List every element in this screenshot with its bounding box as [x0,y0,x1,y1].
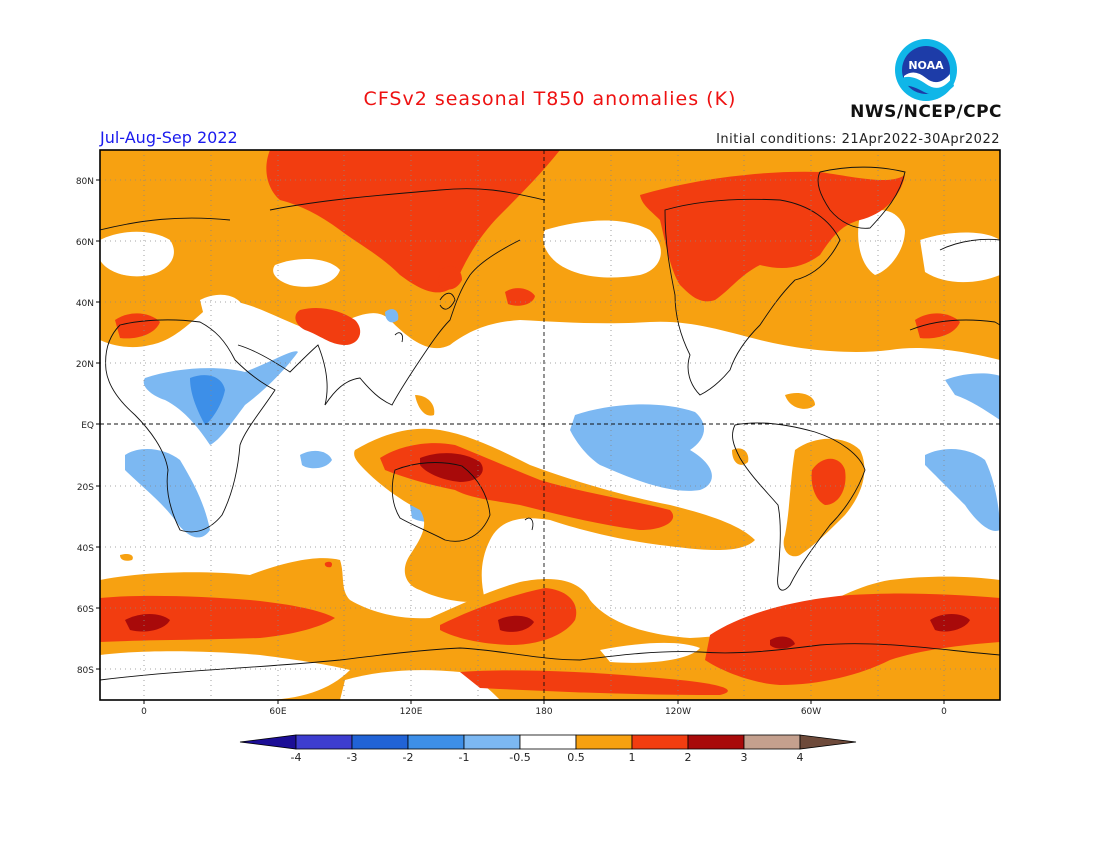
colorbar-swatch [743,734,801,750]
colorbar-swatch [519,734,577,750]
organization-label: NWS/NCEP/CPC [850,102,1002,122]
map-field [100,150,1000,700]
lon-label: 180 [535,707,552,717]
lat-label: 20N [76,360,94,370]
map-frame [99,149,1001,701]
svg-text:NOAA: NOAA [908,59,944,72]
map-title: CFSv2 seasonal T850 anomalies (K) [363,88,737,110]
colorbar-label: 4 [797,751,804,764]
lon-label: 0 [141,707,147,717]
lon-label: 60W [801,707,821,717]
colorbar-swatch [351,734,409,750]
colorbar-label: 0.5 [567,751,585,764]
lon-label: 120E [400,707,423,717]
initial-conditions-label: Initial conditions: 21Apr2022-30Apr2022 [716,132,1000,147]
lat-label: 60S [77,605,94,615]
noaa-logo: NOAA [895,39,957,101]
colorbar-swatch [687,734,745,750]
lat-label: 40S [77,544,94,554]
lat-label: 80S [77,666,94,676]
colorbar-label: -2 [403,751,414,764]
lon-label: 0 [941,707,947,717]
colorbar-label: -1 [459,751,470,764]
coastlines [100,166,1000,681]
colorbar-label: 2 [685,751,692,764]
colorbar-swatch [239,734,297,750]
colorbar-swatch [575,734,633,750]
colorbar-swatch [295,734,353,750]
lat-label: EQ [81,421,94,431]
lat-label: 80N [76,177,94,187]
lat-lon-grid [100,150,1000,700]
colorbar-swatch [631,734,689,750]
colorbar-label: -3 [347,751,358,764]
lon-label: 60E [269,707,286,717]
lat-label: 60N [76,238,94,248]
lat-label: 40N [76,299,94,309]
colorbar-label: -4 [291,751,302,764]
colorbar-label: -0.5 [509,751,530,764]
colorbar-swatch [407,734,465,750]
lon-label: 120W [665,707,691,717]
colorbar-label: 3 [741,751,748,764]
colorbar-swatch [463,734,521,750]
colorbar [239,734,857,750]
colorbar-label: 1 [629,751,636,764]
season-label: Jul-Aug-Sep 2022 [100,128,238,147]
colorbar-swatch [799,734,857,750]
lat-label: 20S [77,483,94,493]
anomaly-region-arctic [266,150,560,293]
